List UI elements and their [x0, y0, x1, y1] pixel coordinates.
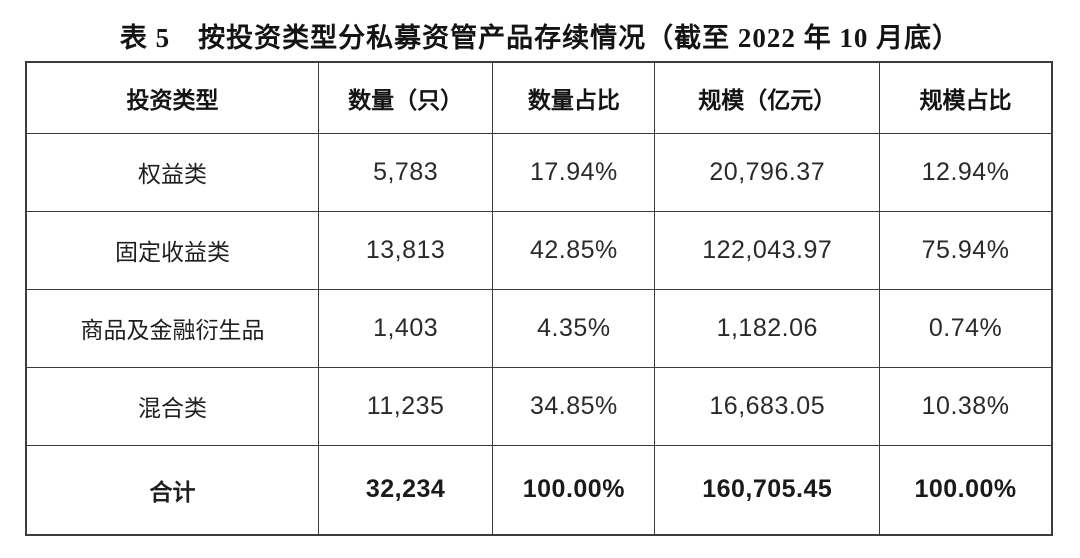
- header-row: 投资类型 数量（只） 数量占比 规模（亿元） 规模占比: [25, 61, 1053, 134]
- cell-count: 1,403: [317, 288, 494, 368]
- cell-count-share: 17.94%: [492, 132, 656, 212]
- investment-type-table: 投资类型 数量（只） 数量占比 规模（亿元） 规模占比 权益类 5,783 17…: [25, 61, 1053, 536]
- cell-scale: 1,182.06: [654, 288, 881, 368]
- table-row-total: 合计 32,234 100.00% 160,705.45 100.00%: [25, 444, 1053, 536]
- header-scale-share: 规模占比: [879, 61, 1053, 134]
- table-row-commodity-derivatives: 商品及金融衍生品 1,403 4.35% 1,182.06 0.74%: [25, 288, 1053, 368]
- table-row-mixed: 混合类 11,235 34.85% 16,683.05 10.38%: [25, 366, 1053, 446]
- table-row-fixed-income: 固定收益类 13,813 42.85% 122,043.97 75.94%: [25, 210, 1053, 290]
- cell-scale: 20,796.37: [654, 132, 881, 212]
- cell-scale-share: 12.94%: [879, 132, 1053, 212]
- cell-scale: 16,683.05: [654, 366, 881, 446]
- cell-count-share: 4.35%: [492, 288, 656, 368]
- table-row-equity: 权益类 5,783 17.94% 20,796.37 12.94%: [25, 132, 1053, 212]
- table-title: 表 5 按投资类型分私募资管产品存续情况（截至 2022 年 10 月底）: [119, 23, 961, 53]
- cell-scale-share: 0.74%: [879, 288, 1053, 368]
- cell-scale: 122,043.97: [654, 210, 881, 290]
- cell-total-count: 32,234: [317, 444, 494, 536]
- cell-category: 固定收益类: [25, 210, 319, 290]
- header-investment-type: 投资类型: [25, 61, 319, 134]
- cell-total-label: 合计: [25, 444, 319, 536]
- cell-count-share: 42.85%: [492, 210, 656, 290]
- cell-count-share: 34.85%: [492, 366, 656, 446]
- cell-total-count-share: 100.00%: [492, 444, 656, 536]
- header-scale: 规模（亿元）: [654, 61, 881, 134]
- cell-scale-share: 75.94%: [879, 210, 1053, 290]
- cell-scale-share: 10.38%: [879, 366, 1053, 446]
- cell-category: 混合类: [25, 366, 319, 446]
- header-count: 数量（只）: [317, 61, 494, 134]
- cell-count: 13,813: [317, 210, 494, 290]
- cell-total-scale-share: 100.00%: [879, 444, 1053, 536]
- cell-count: 11,235: [317, 366, 494, 446]
- cell-total-scale: 160,705.45: [654, 444, 881, 536]
- cell-count: 5,783: [317, 132, 494, 212]
- cell-category: 商品及金融衍生品: [25, 288, 319, 368]
- header-count-share: 数量占比: [492, 61, 656, 134]
- cell-category: 权益类: [25, 132, 319, 212]
